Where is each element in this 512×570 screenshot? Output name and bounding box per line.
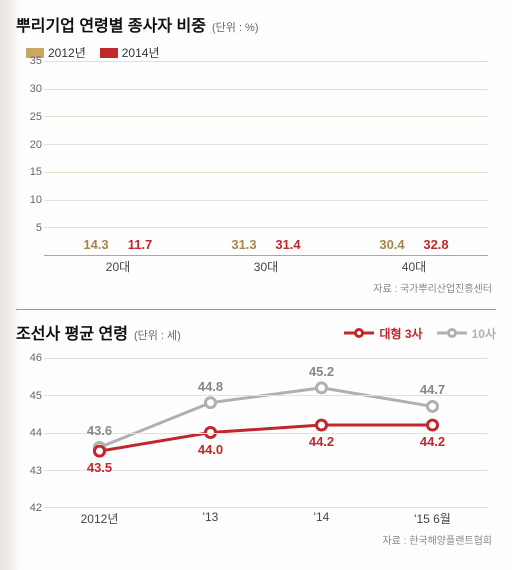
series-marker — [316, 420, 326, 430]
line-chart-section: 조선사 평균 연령 (단위 : 세) 대형 3사 10사 42 43 44 45 46 4… — [16, 320, 496, 547]
bar-value-label: 31.4 — [275, 237, 300, 252]
bar-groups: 14.3 11.7 31.3 31.4 30.4 32.8 — [44, 61, 488, 255]
gridline — [44, 358, 488, 359]
y-tick: 15 — [30, 166, 42, 178]
y-tick: 10 — [30, 194, 42, 206]
bar-chart-section: 뿌리기업 연령별 종사자 비중 (단위 : %) 2012년2014년 5101… — [16, 12, 496, 295]
line-x-labels: 2012년'13'14'15 6월 — [44, 510, 488, 528]
line-chart-title: 조선사 평균 연령 — [16, 320, 128, 344]
bar-title-row: 뿌리기업 연령별 종사자 비중 (단위 : %) — [16, 12, 496, 36]
bar-chart: 5101520253035 14.311.731.331.430.432.8 2… — [44, 61, 488, 276]
point-value-label: 44.2 — [420, 434, 445, 449]
bar-x-labels: 20대 30대 40대 — [44, 258, 488, 276]
x-label: 40대 — [402, 258, 426, 276]
line-chart-unit: (단위 : 세) — [134, 327, 181, 343]
bar-plot-area: 14.3 11.7 31.3 31.4 30.4 32.8 — [44, 61, 488, 256]
y-tick: 46 — [30, 352, 42, 364]
point-value-label: 43.5 — [87, 460, 112, 475]
bar-value-label: 11.7 — [128, 237, 153, 252]
point-value-label: 44.2 — [309, 434, 334, 449]
line-legend-marker — [437, 327, 467, 339]
line-chart: 4243444546 43.544.044.244.243.644.845.24… — [44, 358, 488, 528]
y-tick: 5 — [36, 222, 42, 234]
bar-value-label: 32.8 — [423, 237, 448, 252]
bar-legend: 2012년 2014년 — [26, 44, 496, 61]
point-value-label: 43.6 — [87, 423, 112, 438]
series-marker — [205, 398, 215, 408]
line-legend-label: 10사 — [472, 325, 496, 342]
series-marker — [427, 420, 437, 430]
series-line — [100, 425, 433, 451]
y-tick: 20 — [30, 139, 42, 151]
bar-value-label: 31.3 — [231, 237, 256, 252]
line-y-axis: 4243444546 — [20, 358, 42, 508]
bar-value-label: 14.3 — [83, 237, 108, 252]
y-tick: 25 — [30, 111, 42, 123]
point-value-label: 44.8 — [198, 379, 223, 394]
bar-value-label: 30.4 — [379, 237, 404, 252]
y-tick: 42 — [30, 502, 42, 514]
bar-y-axis: 5101520253035 — [20, 61, 42, 256]
line-chart-source: 자료 : 한국해양플랜트협회 — [16, 532, 492, 547]
x-label: '13 — [155, 510, 266, 528]
point-value-label: 44.0 — [198, 442, 223, 457]
x-label: '14 — [266, 510, 377, 528]
y-tick: 30 — [30, 83, 42, 95]
y-tick: 45 — [30, 390, 42, 402]
series-marker — [316, 383, 326, 393]
line-title-row: 조선사 평균 연령 (단위 : 세) — [16, 320, 181, 344]
series-marker — [427, 401, 437, 411]
point-value-label: 44.7 — [420, 382, 445, 397]
x-label: 30대 — [254, 258, 278, 276]
gridline — [44, 507, 488, 508]
point-value-label: 45.2 — [309, 364, 334, 379]
x-label: 20대 — [106, 258, 130, 276]
line-legend-marker — [344, 327, 374, 339]
y-tick: 43 — [30, 465, 42, 477]
legend-item: 2014년 — [100, 44, 160, 61]
series-line — [100, 388, 433, 448]
legend-swatch — [100, 48, 118, 58]
line-legend: 대형 3사 10사 — [344, 325, 496, 342]
bar-chart-unit: (단위 : %) — [212, 19, 259, 35]
line-legend-item: 대형 3사 — [344, 325, 422, 342]
legend-label: 2014년 — [122, 44, 160, 61]
y-tick: 44 — [30, 427, 42, 439]
legend-label: 2012년 — [48, 44, 86, 61]
line-legend-label: 대형 3사 — [379, 325, 422, 342]
line-legend-item: 10사 — [437, 325, 496, 342]
series-marker — [94, 446, 104, 456]
y-tick: 35 — [30, 55, 42, 67]
section-divider — [16, 309, 496, 310]
bar-chart-source: 자료 : 국가뿌리산업진흥센터 — [16, 280, 492, 295]
bar-chart-title: 뿌리기업 연령별 종사자 비중 — [16, 12, 206, 36]
line-plot-area: 43.5 44.0 44.2 44.2 43.6 44.8 45.2 44.7 — [44, 358, 488, 508]
x-label: '15 6월 — [377, 510, 488, 528]
x-label: 2012년 — [44, 510, 155, 528]
